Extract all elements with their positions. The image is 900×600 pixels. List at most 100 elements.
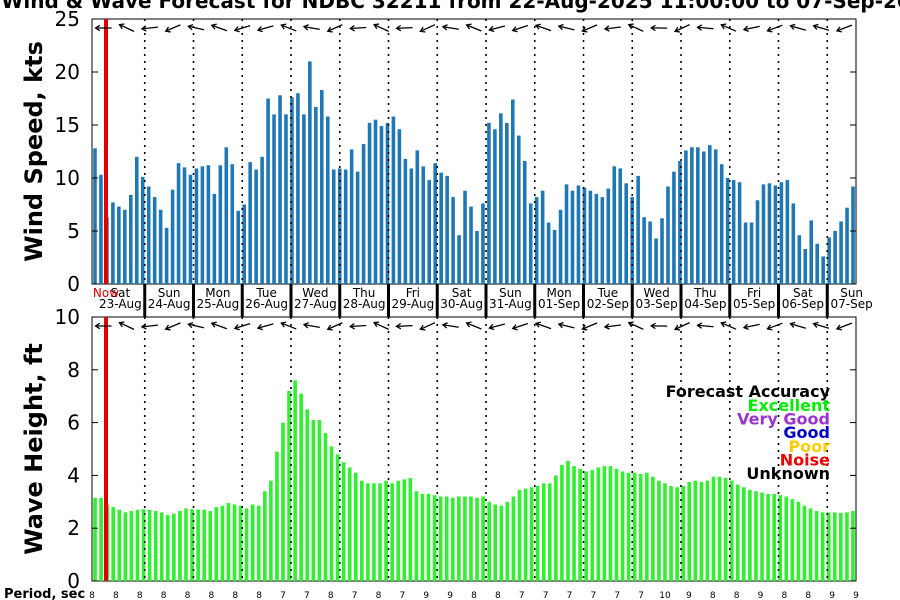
now-label: Now [93,286,119,300]
wind-bar [391,116,396,285]
wind-direction-arrow [582,24,598,32]
wind-direction-arrow-head [627,23,634,30]
wind-direction-arrow-head [441,24,448,31]
wave-bar [602,466,607,581]
wind-bar [325,116,330,285]
wind-direction-arrow [628,24,644,32]
day-date-label: 07-Sep [831,297,873,311]
wave-direction-arrow-head [488,323,495,331]
wind-direction-arrow-head [674,26,681,33]
wind-direction-arrow-head [419,26,426,33]
wind-bar [678,161,682,284]
wave-bar [232,504,237,581]
wave-bar [396,480,401,581]
wave-bar [335,454,340,581]
day-date-label: 23-Aug [99,297,142,311]
wind-direction-arrow-head [94,24,101,32]
wind-bar [624,183,628,284]
wind-bar [558,209,563,284]
wind-bar [660,218,664,284]
wave-bar [341,462,346,581]
wave-bar [275,451,279,581]
wave-bar [778,495,783,581]
day-date-label: 28-Aug [343,297,386,311]
wind-ylabel: Wind Speed, kts [20,41,48,262]
wave-bar [760,492,764,581]
day-axis: Sat23-AugSun24-AugMon25-AugTue26-AugWed2… [4,284,873,600]
wind-bar [248,162,252,284]
wind-bar [654,238,658,284]
wind-bar [481,203,485,284]
wave-direction-arrow [743,323,760,329]
wind-direction-arrow-head [650,24,656,32]
wave-bar [487,501,491,581]
day-name-label: Sat [111,286,131,300]
wind-bar [182,167,187,284]
wind-direction-arrow [373,24,389,32]
wind-bar [713,149,718,284]
wave-ytick-label: 8 [67,358,80,382]
wave-bar [408,478,413,581]
wind-bar [403,158,408,284]
wave-bar [390,483,394,581]
wind-bar [755,200,760,284]
day-name-label: Tue [255,286,277,300]
period-value: 7 [352,591,358,600]
wave-direction-arrow [582,322,598,330]
wave-bar [511,496,516,581]
wind-direction-arrow-head [164,26,171,33]
wind-bar [451,197,455,284]
wave-direction-arrow-head [302,322,309,329]
day-name-label: Sat [452,286,472,300]
wind-bar [582,187,587,284]
wave-bar [657,480,661,581]
wind-ytick-label: 0 [67,272,80,296]
period-value: 8 [376,591,382,600]
wave-bar [299,393,304,581]
legend-title: Forecast Accuracy [666,382,831,401]
wave-bar [329,446,334,581]
wave-bar [244,508,249,581]
wind-bar [475,231,479,284]
wave-bar [675,487,679,581]
wave-bar [135,509,140,581]
period-value: 10 [659,591,671,600]
period-value: 8 [232,591,238,600]
wind-bar [725,178,730,284]
wave-bar [499,505,504,581]
wind-bar [254,169,258,284]
wind-bar [612,166,617,284]
wave-bar [165,515,170,581]
period-value: 9 [447,591,453,600]
wave-bar [469,496,473,581]
wave-direction-arrow-head [187,321,194,329]
wind-bar [99,174,103,284]
wave-bar [584,471,588,581]
wave-ylabel: Wave Height, ft [20,343,48,555]
wave-bar [457,496,461,581]
wind-direction-arrow [350,26,367,30]
wind-bar [833,231,837,284]
period-value: 8 [209,591,215,600]
wave-bar [99,497,103,581]
wind-bar [606,188,611,284]
legend-item: Noise [780,450,830,469]
legend-item: Unknown [746,464,830,483]
wave-direction-arrow [628,322,644,330]
wind-direction-arrow-head [742,25,749,32]
wind-bar [564,184,569,284]
wind-bar [773,185,778,284]
wave-bar [590,470,595,581]
wind-direction-arrow-head [118,23,125,30]
wind-bar [779,182,784,284]
wind-bar [797,235,802,284]
wind-bar [272,114,276,285]
wave-bar [748,489,752,581]
wave-bar [463,496,467,581]
wind-direction-arrow [188,25,205,31]
wave-bar [723,478,728,581]
wave-direction-arrow-head [696,322,703,329]
wind-bar [140,176,145,284]
wave-bar [202,509,206,581]
